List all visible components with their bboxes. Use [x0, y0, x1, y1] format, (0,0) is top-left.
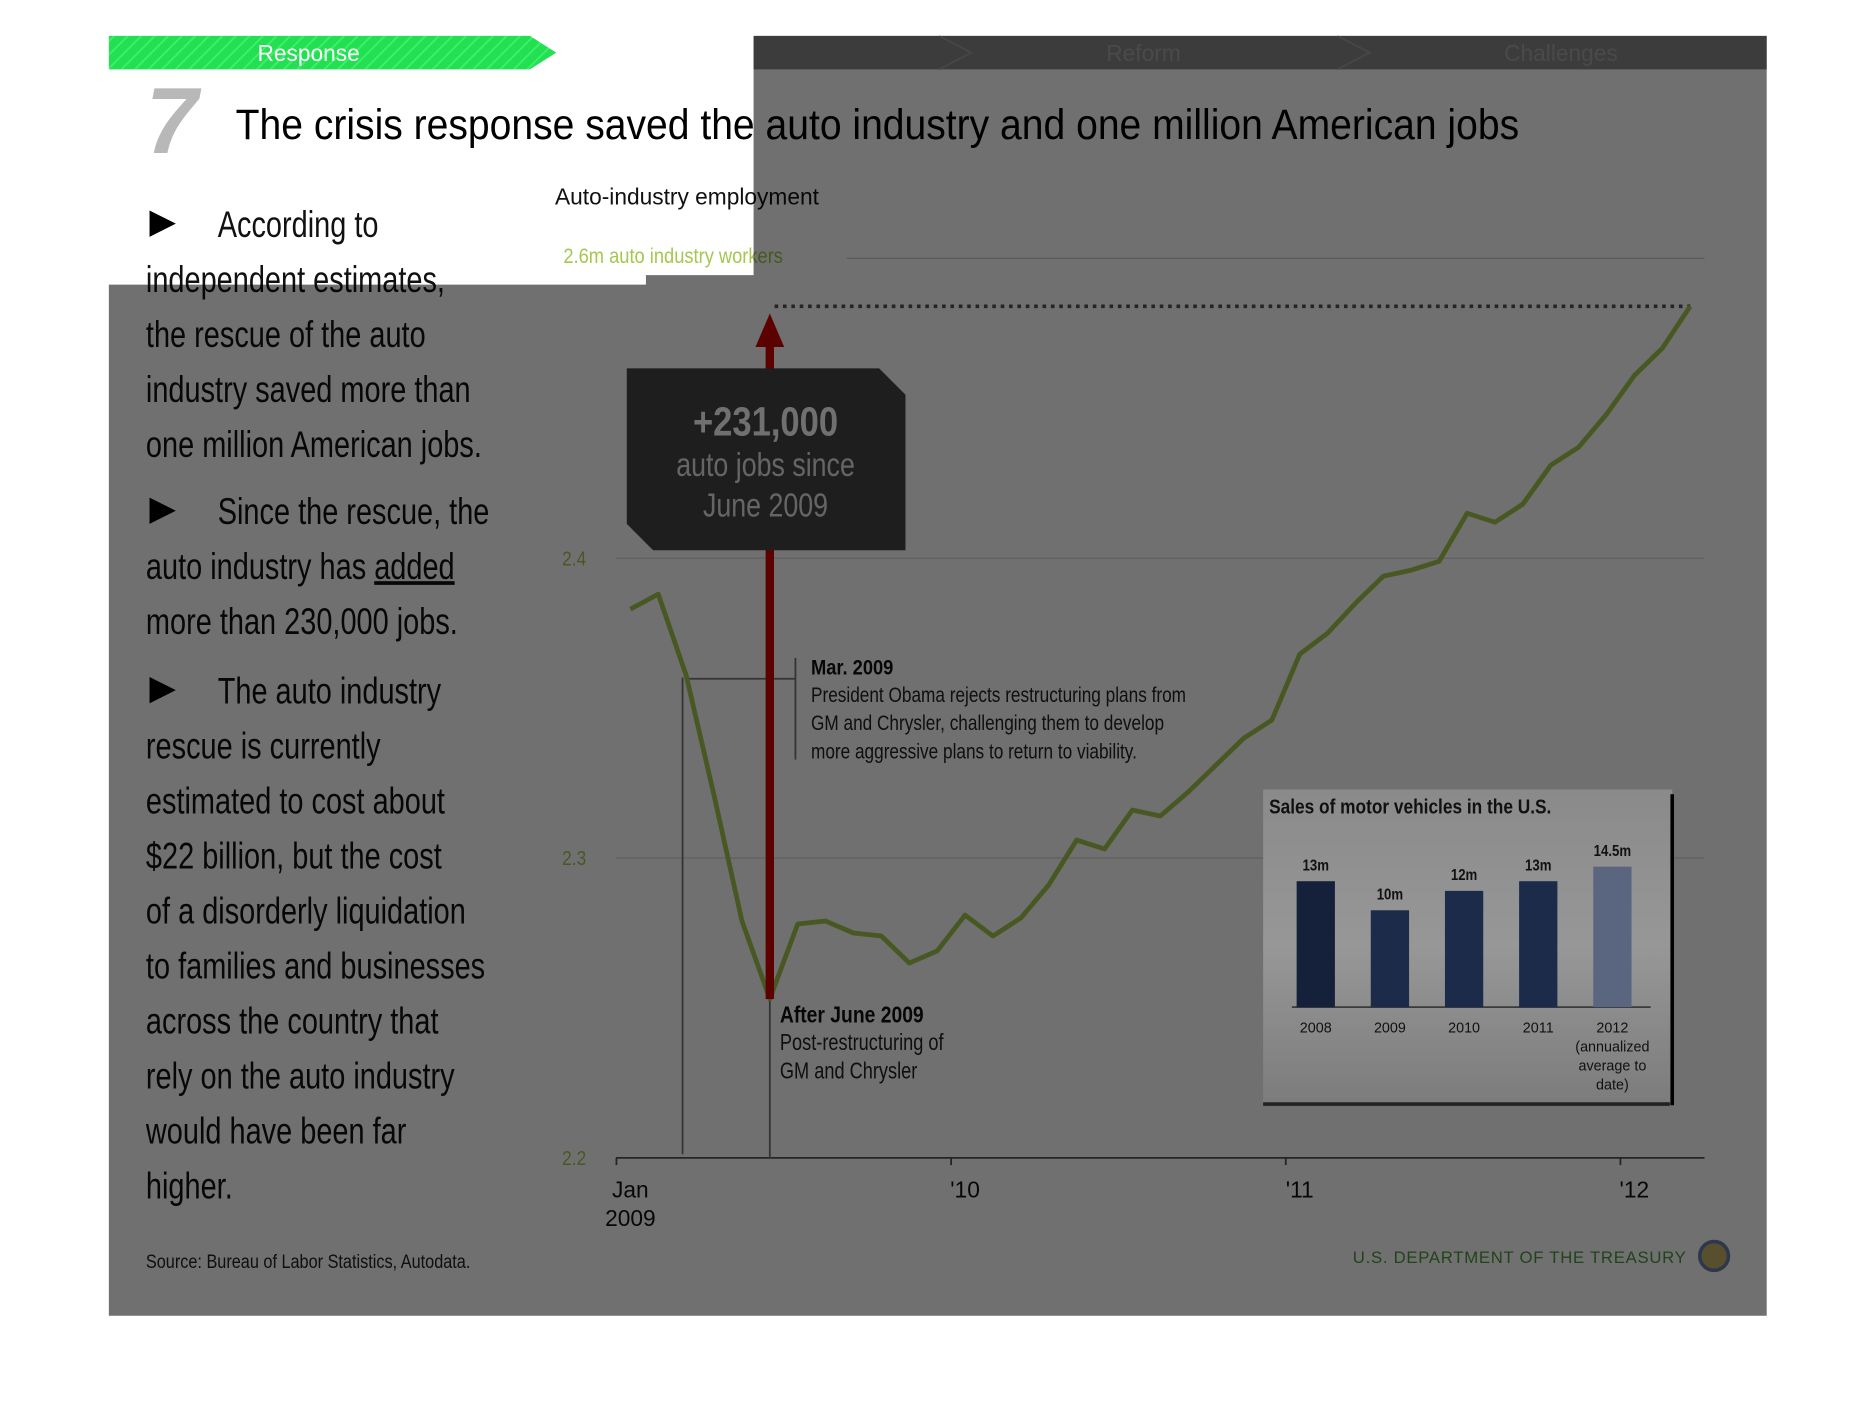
bar [1519, 881, 1558, 1008]
bar-category-label: 2009 [1373, 1019, 1406, 1036]
bar-category-label: 2008 [1299, 1019, 1332, 1036]
bar-category-label: 2011 [1522, 1019, 1554, 1036]
bar-value-label: 13m [1303, 858, 1329, 875]
bar-category-label: 2010 [1448, 1019, 1481, 1036]
nav-tab-label: Response [257, 40, 359, 66]
bar-value-label: 14.5m [1594, 843, 1631, 860]
bar [1370, 910, 1410, 1008]
bar [1296, 881, 1335, 1008]
nav-active-tab[interactable] [108, 35, 557, 70]
bar-category-label: 2012 (annualized average to date) [1575, 1019, 1650, 1094]
bar-value-label: 13m [1525, 858, 1551, 875]
bar-value-label: 12m [1451, 867, 1477, 884]
bar [1593, 866, 1632, 1008]
bullet-marker [149, 210, 176, 237]
slide-number: 7 [146, 69, 202, 173]
bar [1444, 890, 1484, 1008]
top-label: 2.6m auto industry workers [563, 245, 783, 269]
bar-value-label: 10m [1377, 887, 1403, 904]
inset-title: Sales of motor vehicles in the U.S. [1269, 795, 1551, 818]
bullet-text: According to [218, 204, 379, 245]
